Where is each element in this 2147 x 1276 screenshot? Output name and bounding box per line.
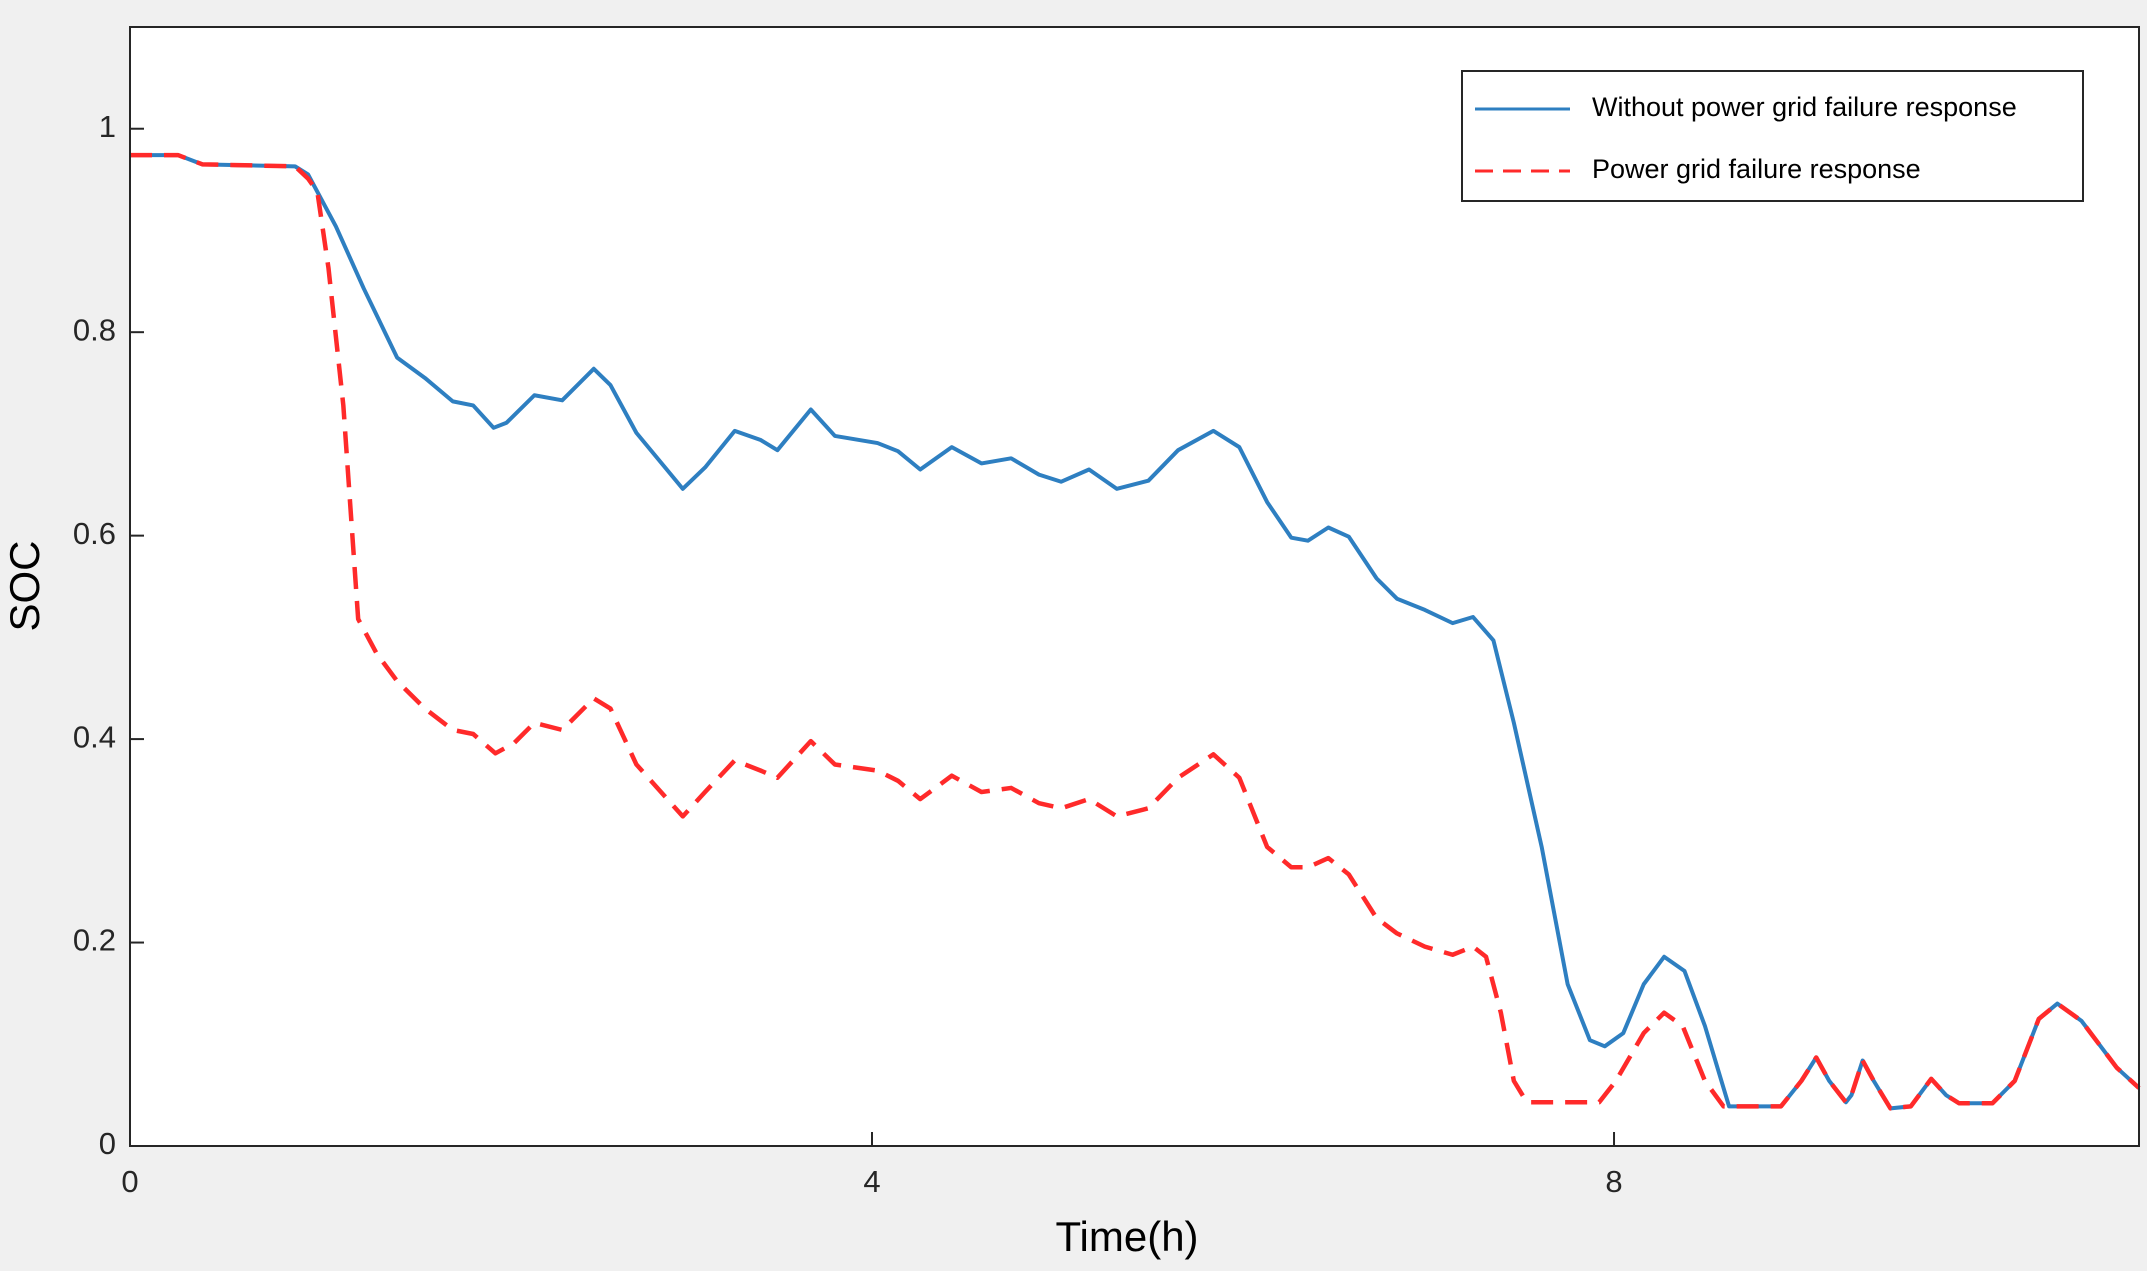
y-tick-label: 0.6 bbox=[73, 516, 116, 551]
legend-label: Without power grid failure response bbox=[1592, 92, 2017, 122]
legend-box bbox=[1461, 70, 2084, 202]
plot-area bbox=[130, 27, 2139, 1146]
legend: Without power grid failure response Power… bbox=[1461, 70, 2084, 202]
legend-label: Power grid failure response bbox=[1592, 154, 1921, 184]
x-tick-label: 8 bbox=[1605, 1164, 1622, 1199]
y-tick-label: 1 bbox=[99, 109, 116, 144]
y-axis-label: SOC bbox=[1, 540, 48, 631]
y-tick-label: 0 bbox=[99, 1126, 116, 1161]
series-line bbox=[130, 152, 2141, 1111]
y-tick-label: 0.4 bbox=[73, 719, 116, 754]
x-tick-label: 4 bbox=[863, 1164, 880, 1199]
x-axis-label: Time(h) bbox=[1055, 1213, 1198, 1260]
x-tick-label: 0 bbox=[121, 1164, 138, 1199]
y-tick-label: 0.8 bbox=[73, 312, 116, 347]
axes-frame bbox=[129, 26, 2140, 1147]
y-tick-label: 0.2 bbox=[73, 923, 116, 958]
marks-layer bbox=[130, 152, 2141, 1111]
